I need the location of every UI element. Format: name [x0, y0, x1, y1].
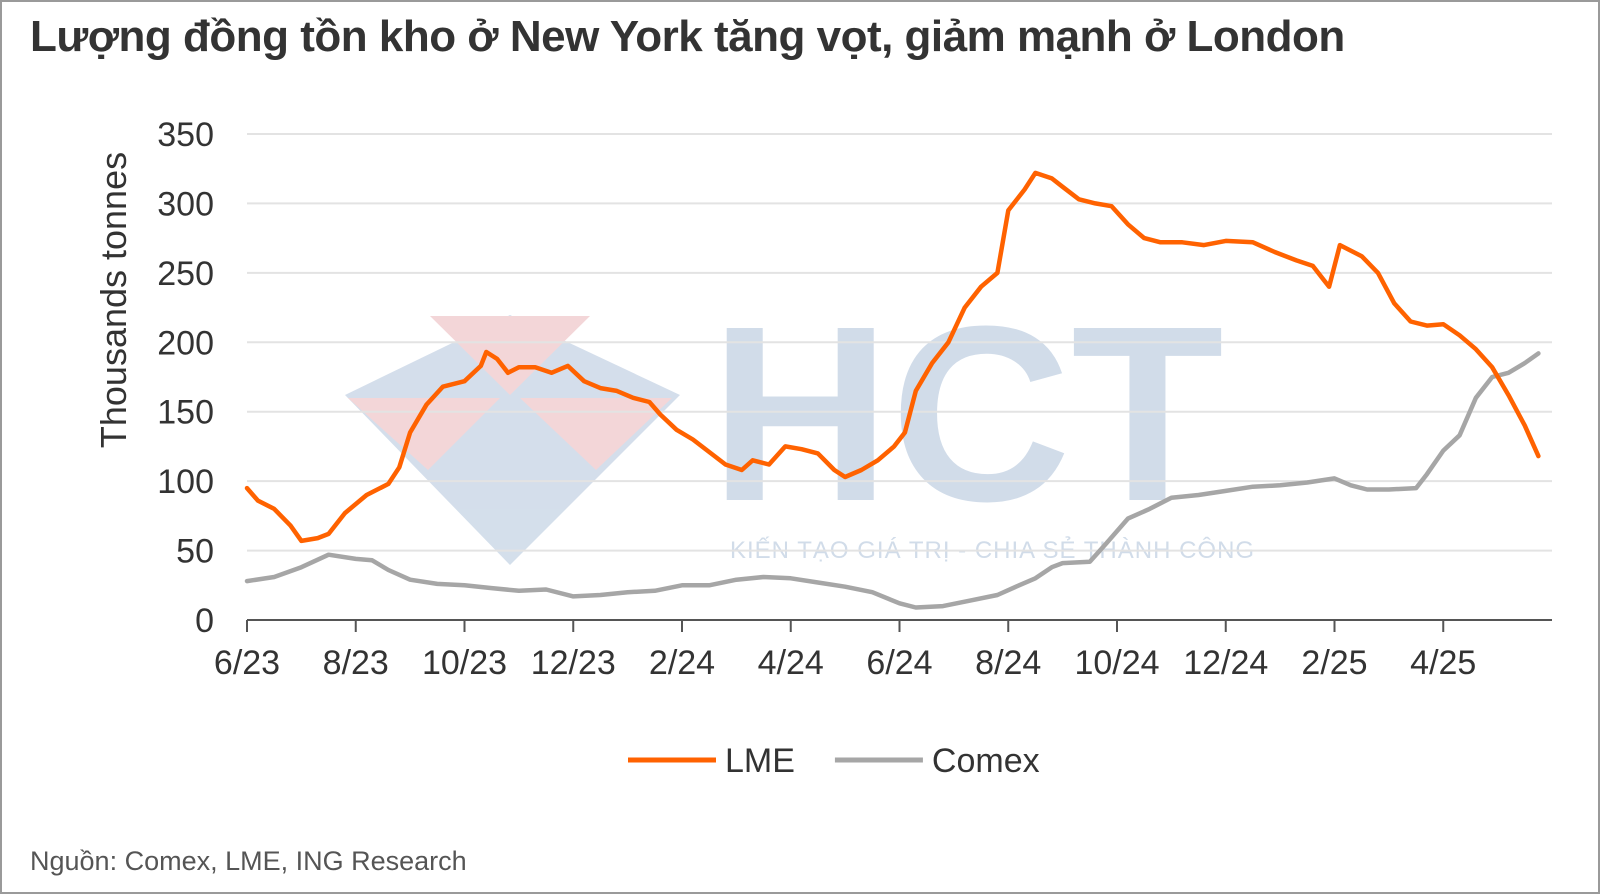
x-tick-label-2: 10/23: [422, 644, 507, 682]
legend-label-comex: Comex: [932, 742, 1040, 780]
series-line-lme: [244, 170, 1541, 544]
watermark-letters: HCT: [710, 274, 1224, 553]
gridlines: [247, 133, 1552, 552]
y-axis-label: Thousands tonnes: [93, 152, 134, 448]
x-tick-label-3: 12/23: [531, 644, 616, 682]
y-tick-label-50: 50: [176, 533, 214, 571]
chart-title: Lượng đồng tồn kho ở New York tăng vọt, …: [30, 12, 1345, 61]
watermark-diamond-red-top: [430, 316, 590, 395]
y-axis-ticks: 0 50 100 150 200 250 300 350: [157, 116, 214, 640]
x-tick-label-1: 8/23: [323, 644, 389, 682]
watermark-diamond-red-right: [520, 398, 672, 470]
watermark-diamond-red-left: [348, 398, 500, 470]
series-line-comex: [244, 351, 1541, 610]
x-tick-label-4: 2/24: [649, 644, 715, 682]
y-tick-label-150: 150: [157, 394, 214, 432]
y-tick-label-350: 350: [157, 116, 214, 154]
y-tick-label-100: 100: [157, 463, 214, 501]
x-axis: 6/23 8/23 10/23 12/23 2/24 4/24 6/24 8/24 10/24 1…: [214, 619, 1552, 682]
x-tick-label-9: 12/24: [1183, 644, 1268, 682]
legend: LME Comex: [628, 742, 1040, 780]
x-tick-label-5: 4/24: [758, 644, 824, 682]
watermark-logo: HCT KIẾN TẠO GIÁ TRỊ - CHIA SẺ THÀNH CÔN…: [345, 274, 1255, 565]
watermark-tagline: KIẾN TẠO GIÁ TRỊ - CHIA SẺ THÀNH CÔNG: [730, 535, 1255, 564]
watermark-diamond-blue: [345, 315, 680, 565]
series-lines: [244, 170, 1541, 610]
x-tick-label-6: 6/24: [866, 644, 932, 682]
x-tick-label-8: 10/24: [1074, 644, 1159, 682]
source-note: Nguồn: Comex, LME, ING Research: [30, 846, 467, 876]
x-tick-label-7: 8/24: [975, 644, 1041, 682]
y-tick-label-300: 300: [157, 185, 214, 223]
x-tick-label-10: 2/25: [1301, 644, 1367, 682]
x-tick-label-11: 4/25: [1410, 644, 1476, 682]
y-tick-label-250: 250: [157, 255, 214, 293]
y-tick-label-0: 0: [195, 602, 214, 640]
x-tick-label-0: 6/23: [214, 644, 280, 682]
y-tick-label-200: 200: [157, 324, 214, 362]
legend-label-lme: LME: [725, 742, 795, 780]
